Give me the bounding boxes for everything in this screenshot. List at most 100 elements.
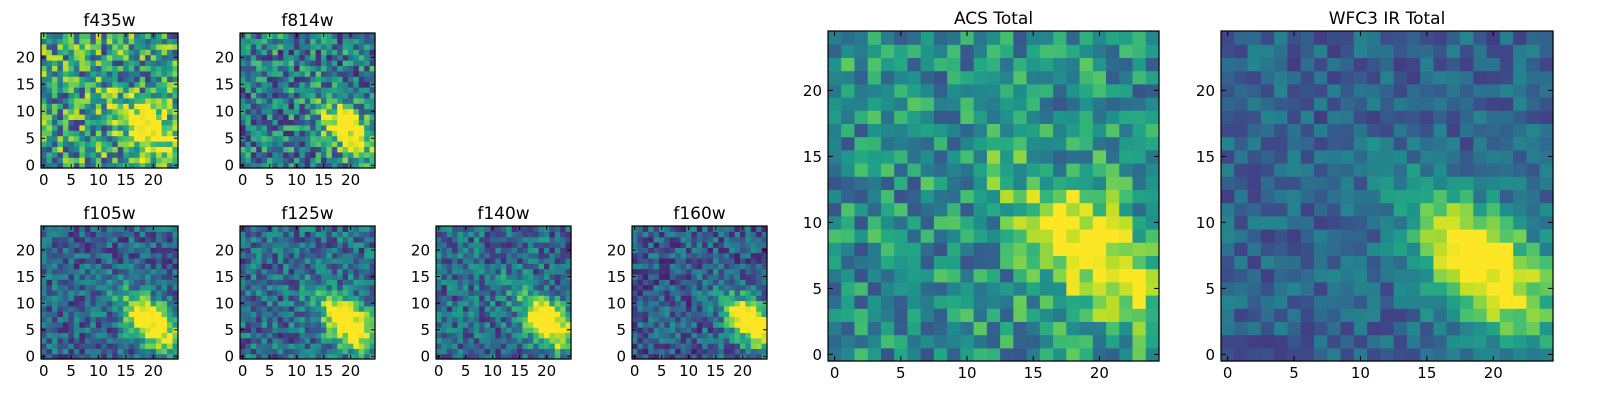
pixel-cell (1039, 281, 1054, 296)
panel-title: f435w (83, 11, 135, 31)
pixel-cell (707, 279, 714, 286)
pixel-cell (90, 279, 97, 286)
pixel-cell (653, 305, 660, 312)
pixel-cell (828, 229, 842, 243)
pixel-cell (1486, 255, 1501, 270)
pixel-cell (713, 279, 719, 286)
pixel-cell (1313, 321, 1328, 336)
pixel-cell (457, 236, 464, 243)
pixel-cell (261, 65, 268, 72)
pixel-cell (172, 92, 179, 99)
pixel-cell (256, 124, 263, 131)
pixel-cell (51, 327, 59, 333)
pixel-cell (750, 263, 757, 270)
pixel-cell (1486, 281, 1501, 296)
pixel-cell (691, 321, 698, 328)
pixel-cell (1106, 308, 1120, 322)
pixel-cell (353, 135, 360, 142)
pixel-cell (691, 241, 698, 248)
pixel-cell (304, 268, 311, 275)
pixel-cell (57, 87, 64, 93)
pixel-cell (1000, 110, 1014, 124)
pixel-cell (986, 202, 1001, 217)
pixel-cell (894, 308, 909, 322)
pixel-cell (167, 316, 174, 323)
pixel-cell (51, 241, 59, 248)
pixel-cell (691, 289, 698, 296)
pixel-cell (538, 273, 545, 280)
pixel-cell (713, 247, 719, 254)
pixel-cell (457, 284, 464, 291)
pixel-cell (544, 252, 550, 259)
pixel-cell (358, 305, 365, 312)
pixel-cell (713, 268, 719, 275)
pixel-cell (358, 157, 365, 164)
pixel-cell (358, 252, 365, 259)
pixel-cell (1000, 229, 1014, 243)
pixel-cell (642, 348, 649, 355)
pixel-cell (101, 97, 108, 104)
pixel-cell (57, 348, 64, 355)
pixel-cell (933, 281, 948, 296)
pixel-cell (648, 257, 655, 264)
pixel-cell (310, 87, 317, 93)
pixel-cell (1234, 215, 1249, 230)
pixel-cell (1221, 347, 1235, 362)
pixel-cell (1132, 202, 1147, 217)
pixel-cell (95, 87, 102, 93)
pixel-cell (560, 279, 567, 286)
pixel-cell (1433, 189, 1448, 204)
pixel-cell (533, 300, 540, 307)
pixel-cell (101, 135, 108, 142)
pixel-cell (973, 176, 988, 190)
pixel-cell (473, 252, 480, 259)
pixel-cell (41, 316, 48, 323)
pixel-cell (664, 295, 671, 302)
pixel-cell (348, 70, 354, 77)
pixel-cell (479, 327, 486, 333)
pixel-cell (156, 92, 163, 99)
pixel-cell (1539, 255, 1554, 270)
pixel-cell (1260, 176, 1275, 190)
pixel-cell (161, 332, 168, 339)
pixel-cell (1260, 242, 1275, 256)
pixel-cell (342, 49, 349, 56)
pixel-cell (256, 226, 263, 232)
pixel-cell (648, 226, 655, 232)
pixel-cell (960, 44, 975, 58)
pixel-cell (73, 157, 80, 164)
pixel-cell (369, 226, 376, 232)
pixel-cell (134, 108, 141, 115)
pixel-cell (867, 110, 882, 124)
pixel-cell (675, 343, 682, 349)
pixel-cell (718, 305, 725, 312)
pixel-cell (1486, 202, 1501, 217)
pixel-cell (1380, 295, 1395, 309)
pixel-cell (51, 353, 59, 360)
pixel-cell (161, 43, 168, 50)
pixel-cell (288, 157, 295, 164)
pixel-cell (1132, 189, 1147, 204)
pixel-cell (565, 348, 572, 355)
pixel-cell (1132, 97, 1147, 111)
pixel-cell (84, 87, 91, 93)
pixel-cell (250, 263, 257, 270)
pixel-cell (1274, 189, 1288, 204)
pixel-cell (986, 44, 1001, 58)
pixel-cell (560, 295, 567, 302)
pixel-cell (90, 273, 97, 280)
pixel-cell (128, 141, 135, 147)
pixel-cell (554, 236, 561, 243)
pixel-cell (947, 334, 961, 349)
pixel-cell (112, 92, 119, 99)
pixel-cell (128, 268, 135, 275)
pixel-cell (161, 70, 168, 77)
pixel-cell (156, 103, 163, 110)
pixel-cell (41, 311, 48, 318)
pixel-cell (841, 110, 856, 124)
pixel-cell (702, 268, 709, 275)
pixel-cell (1053, 347, 1067, 362)
pixel-cell (740, 257, 746, 264)
pixel-cell (1039, 308, 1054, 322)
pixel-cell (1013, 163, 1028, 177)
